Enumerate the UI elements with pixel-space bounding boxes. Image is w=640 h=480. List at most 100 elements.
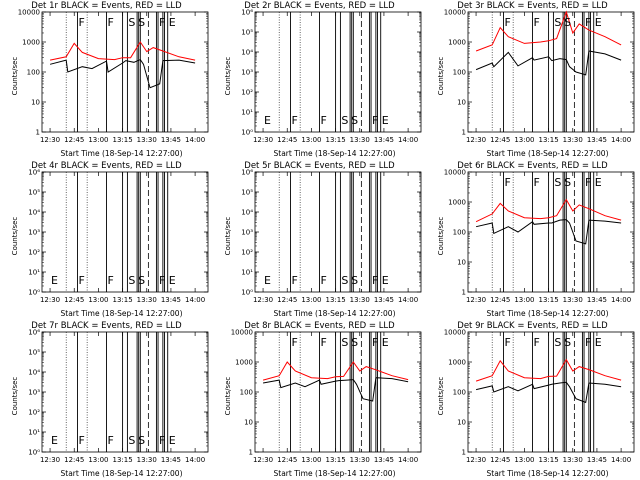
y-tick-label: 100 (240, 389, 253, 397)
y-tick-label: 1 (462, 129, 466, 137)
y-axis-label: Counts/sec (437, 376, 445, 416)
event-letter-label: S (351, 336, 358, 349)
series-line-events (475, 219, 622, 245)
event-letter-label: S (128, 16, 135, 29)
plot-frame (467, 171, 635, 293)
event-letter-label: S (138, 434, 145, 447)
x-tick-label: 12:45 (64, 136, 84, 144)
x-tick-label: 13:15 (538, 136, 558, 144)
x-tick-label: 13:15 (538, 296, 558, 304)
y-tick-label: 10⁰ (28, 289, 40, 297)
x-axis-label: Start Time (18-Sep-14 12:27:00) (486, 309, 609, 318)
event-letter-label: F (107, 16, 113, 29)
x-tick-label: 13:30 (350, 296, 370, 304)
event-letter-label: F (372, 274, 378, 287)
x-tick-label: 12:30 (40, 296, 60, 304)
y-tick-label: 10000 (444, 9, 466, 17)
x-tick-label: 12:30 (253, 296, 273, 304)
y-axis-label: Counts/sec (224, 56, 232, 96)
y-tick-label: 10⁰ (28, 449, 40, 457)
x-tick-label: 14:00 (398, 456, 418, 464)
x-tick-label: 14:00 (398, 136, 418, 144)
x-tick-label: 14:00 (611, 136, 631, 144)
event-letter-label: E (595, 336, 602, 349)
panel-title: Det 1r BLACK = Events, RED = LLD (31, 1, 182, 11)
plot-frame (41, 331, 209, 453)
series-line-lld (475, 10, 622, 52)
detector-panel: Det 2r BLACK = Events, RED = LLD 10⁰ 10¹ 10… (213, 0, 426, 160)
detector-panel: Det 3r BLACK = Events, RED = LLD 1 10 100 10… (426, 0, 639, 160)
plot-frame (41, 11, 209, 133)
event-letter-label: F (107, 434, 113, 447)
y-tick-label: 10⁵ (28, 349, 40, 357)
x-tick-label: 13:45 (161, 296, 181, 304)
x-tick-label: 13:45 (587, 456, 607, 464)
x-tick-label: 13:45 (374, 136, 394, 144)
event-letter-label: F (159, 434, 165, 447)
x-tick-label: 13:30 (563, 296, 583, 304)
panel-title: Det 4r BLACK = Events, RED = LLD (31, 161, 182, 171)
x-tick-label: 13:00 (88, 456, 108, 464)
event-letter-label: S (554, 16, 561, 29)
x-tick-label: 12:45 (490, 296, 510, 304)
y-tick-label: 10⁵ (28, 189, 40, 197)
x-axis-label: Start Time (18-Sep-14 12:27:00) (60, 469, 183, 478)
series-line-lld (475, 198, 622, 223)
y-axis-label: Counts/sec (11, 376, 19, 416)
y-tick-label: 10 (457, 99, 466, 107)
x-tick-label: 12:30 (253, 136, 273, 144)
x-tick-label: 13:30 (350, 136, 370, 144)
y-tick-label: 10 (244, 419, 253, 427)
y-tick-label: 10⁴ (241, 49, 253, 57)
event-letter-label: S (564, 336, 571, 349)
y-tick-label: 10³ (241, 229, 253, 237)
event-letter-label: F (159, 16, 165, 29)
event-letter-label: F (585, 176, 591, 189)
x-tick-label: 13:45 (374, 456, 394, 464)
panel-title: Det 8r BLACK = Events, RED = LLD (244, 321, 395, 331)
event-letter-label: F (504, 176, 510, 189)
chart-svg: 10⁰ 10¹ 10² 10³ 10⁴ 10⁵ 10⁶ 12:30 12:45 13:00 13:1… (241, 169, 422, 304)
chart-svg: 10⁰ 10¹ 10² 10³ 10⁴ 10⁵ 10⁶ 12:30 12:45 13:00 13:1… (28, 329, 209, 464)
event-letter-label: E (169, 274, 176, 287)
y-tick-label: 100 (27, 69, 40, 77)
event-letter-label: F (585, 336, 591, 349)
event-letter-label: F (291, 336, 297, 349)
event-letter-label: F (320, 274, 326, 287)
x-axis-label: Start Time (18-Sep-14 12:27:00) (273, 149, 396, 158)
event-letter-label: F (291, 114, 297, 127)
y-tick-label: 10² (241, 89, 253, 97)
x-tick-label: 12:45 (64, 456, 84, 464)
x-tick-label: 13:30 (137, 456, 157, 464)
plot-frame (467, 331, 635, 453)
x-tick-label: 12:45 (490, 456, 510, 464)
detector-panel: Det 6r BLACK = Events, RED = LLD 1 10 100 10… (426, 160, 639, 320)
y-tick-label: 10¹ (28, 429, 40, 437)
chart-svg: 10⁰ 10¹ 10² 10³ 10⁴ 10⁵ 10⁶ 12:30 12:45 13:00 13:1… (28, 169, 209, 304)
x-tick-label: 13:00 (301, 136, 321, 144)
x-tick-label: 14:00 (185, 136, 205, 144)
y-tick-label: 10¹ (241, 269, 253, 277)
y-tick-label: 10⁶ (28, 169, 40, 177)
event-letter-label: S (564, 176, 571, 189)
x-tick-label: 12:45 (277, 456, 297, 464)
x-tick-label: 13:15 (325, 136, 345, 144)
chart-svg: 1 10 100 1000 10000 12:30 12:45 13:00 13:15 13:30… (444, 329, 635, 464)
y-axis-label: Counts/sec (11, 216, 19, 256)
series-line-events (263, 377, 409, 402)
detector-panel: Det 8r BLACK = Events, RED = LLD 1 10 100 10… (213, 320, 426, 480)
x-tick-label: 13:15 (112, 456, 132, 464)
series-line-events (475, 50, 622, 76)
y-tick-label: 100 (453, 229, 466, 237)
y-tick-label: 10² (28, 409, 40, 417)
x-tick-label: 14:00 (185, 456, 205, 464)
y-tick-label: 10 (457, 419, 466, 427)
detector-panel: Det 4r BLACK = Events, RED = LLD 10⁰ 10¹ 10… (0, 160, 213, 320)
y-axis-label: Counts/sec (437, 56, 445, 96)
y-axis-label: Counts/sec (224, 376, 232, 416)
y-tick-label: 10 (457, 259, 466, 267)
y-tick-label: 10² (28, 249, 40, 257)
y-tick-label: 10⁴ (28, 369, 40, 377)
series-line-lld (475, 358, 622, 382)
event-letter-label: E (595, 16, 602, 29)
